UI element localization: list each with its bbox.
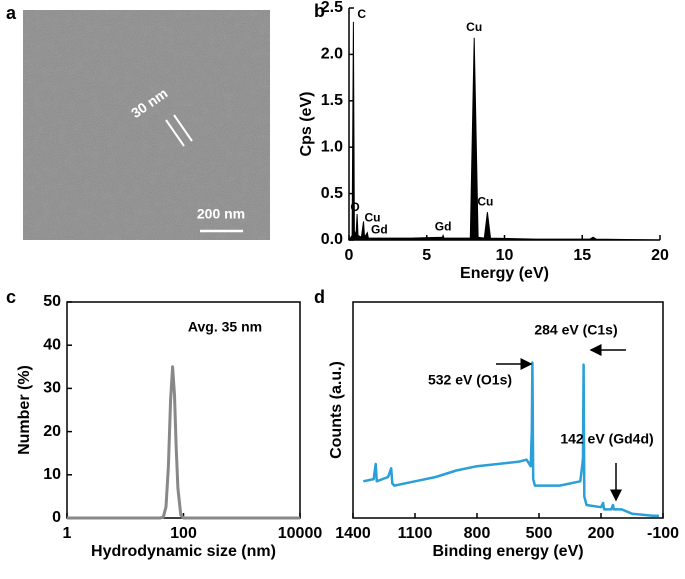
peak-label: Gd	[435, 220, 452, 234]
spectrum	[348, 21, 661, 241]
y-tick-label: 2.0	[321, 46, 343, 63]
annotation: 284 eV (C1s)	[534, 322, 617, 338]
y-tick-label: 1.5	[321, 92, 343, 109]
x-tick-label: 1400	[335, 525, 371, 542]
annotation: 200 nm	[197, 206, 245, 222]
peak-label: Gd	[371, 223, 388, 237]
peak-label: Cu	[466, 20, 482, 34]
peak-label: O	[350, 200, 359, 214]
y-tick-label: 20	[43, 423, 61, 440]
measure-line	[165, 119, 185, 147]
x-tick-label: 10	[496, 247, 514, 264]
annotation: Avg. 35 nm	[188, 319, 262, 335]
x-axis-label: Energy (eV)	[460, 265, 549, 282]
series-line	[363, 361, 659, 518]
y-tick-label: 2.5	[321, 0, 343, 16]
x-tick-label: 10000	[278, 525, 323, 542]
annotation: 532 eV (O1s)	[428, 372, 512, 388]
x-tick-label: 500	[526, 525, 553, 542]
y-tick-label: 0.0	[321, 231, 343, 248]
x-tick-label: 1	[63, 525, 72, 542]
x-tick-label: 15	[573, 247, 591, 264]
panel-letter: d	[314, 287, 325, 307]
x-tick-label: 100	[170, 525, 197, 542]
y-tick-label: 50	[43, 293, 61, 310]
x-tick-label: 1100	[398, 525, 433, 542]
y-tick-label: 0.5	[321, 185, 343, 202]
x-axis-label: Hydrodynamic size (nm)	[91, 543, 276, 560]
y-axis-label: Cps (eV)	[298, 92, 315, 157]
panel-letter: c	[6, 287, 16, 307]
annotation: 142 eV (Gd4d)	[560, 431, 653, 447]
panel-letter: a	[6, 3, 17, 23]
y-tick-label: 0	[52, 509, 61, 526]
x-tick-label: 5	[422, 247, 431, 264]
y-tick-label: 40	[43, 336, 61, 353]
series-line	[67, 365, 300, 520]
y-tick-label: 30	[43, 380, 61, 397]
panel-letter: b	[314, 1, 325, 21]
plot-frame	[352, 301, 664, 519]
x-tick-label: 20	[651, 247, 669, 264]
peak-label: Cu	[477, 194, 493, 208]
measure-line	[173, 114, 193, 142]
x-axis-label: Binding energy (eV)	[432, 543, 583, 560]
y-tick-label: 10	[43, 466, 61, 483]
x-tick-label: 800	[464, 525, 491, 542]
y-axis-label: Number (%)	[16, 365, 33, 455]
peak-label: Cu	[364, 211, 380, 225]
tem-grain	[23, 10, 270, 240]
y-axis-label: Counts (a.u.)	[328, 361, 345, 459]
x-tick-label: 200	[588, 525, 615, 542]
x-tick-label: 0	[345, 247, 354, 264]
peak-label: C	[357, 7, 366, 21]
y-tick-label: 1.0	[321, 138, 343, 155]
plot-frame	[66, 301, 301, 519]
x-tick-label: -100	[647, 525, 679, 542]
